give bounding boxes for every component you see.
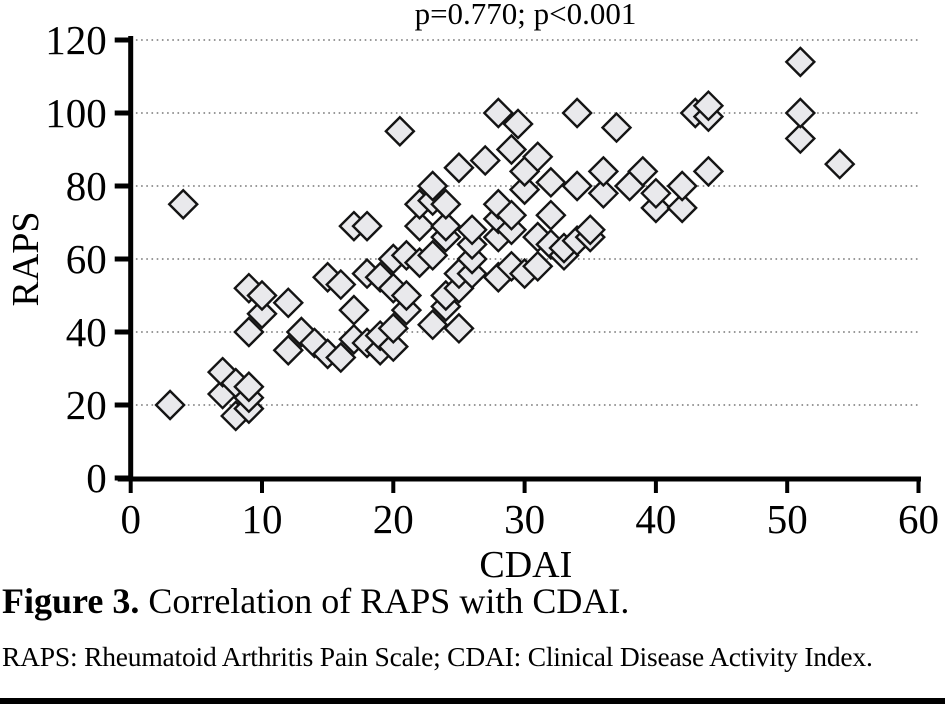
x-tick-label-30: 30 bbox=[504, 496, 545, 542]
data-point bbox=[692, 155, 725, 188]
data-point bbox=[784, 46, 817, 78]
data-point bbox=[561, 170, 593, 202]
data-point bbox=[600, 111, 633, 144]
y-axis-label: RAPS bbox=[5, 211, 47, 306]
data-point bbox=[456, 214, 488, 246]
data-point bbox=[522, 250, 554, 282]
data-point bbox=[627, 155, 659, 188]
data-point bbox=[233, 371, 265, 403]
y-tick-label-0: 0 bbox=[86, 455, 107, 501]
x-axis-label: CDAI bbox=[479, 544, 572, 578]
data-point bbox=[469, 144, 501, 177]
data-point bbox=[325, 268, 357, 301]
data-point bbox=[384, 115, 416, 147]
chart-title: p=0.770; p<0.001 bbox=[414, 0, 637, 31]
data-point bbox=[351, 210, 383, 242]
data-point bbox=[154, 389, 186, 421]
x-tick-label-60: 60 bbox=[898, 496, 939, 542]
y-tick-label-100: 100 bbox=[45, 90, 107, 136]
data-point bbox=[246, 279, 278, 312]
figure-caption-note: RAPS: Rheumatoid Arthritis Pain Scale; C… bbox=[2, 641, 873, 672]
data-point bbox=[784, 97, 817, 129]
data-point bbox=[443, 152, 475, 184]
y-tick-label-120: 120 bbox=[45, 17, 107, 63]
y-tick-label-80: 80 bbox=[66, 163, 107, 209]
data-point bbox=[167, 188, 199, 220]
data-point bbox=[416, 170, 449, 202]
data-point bbox=[338, 294, 370, 326]
data-point bbox=[325, 341, 357, 374]
data-point bbox=[403, 210, 436, 242]
data-point bbox=[535, 166, 567, 199]
data-point bbox=[482, 97, 515, 129]
data-point bbox=[666, 170, 698, 202]
figure-caption-text: Correlation of RAPS with CDAI. bbox=[139, 581, 630, 621]
data-point bbox=[535, 199, 567, 231]
y-tick-label-20: 20 bbox=[66, 382, 107, 428]
data-point bbox=[390, 279, 423, 312]
data-point bbox=[587, 177, 620, 209]
figure-caption-label: Figure 3. bbox=[2, 581, 140, 621]
data-point bbox=[377, 330, 409, 363]
data-point bbox=[377, 312, 409, 345]
data-point bbox=[416, 309, 449, 341]
data-point bbox=[246, 298, 278, 330]
data-point bbox=[502, 108, 534, 140]
data-point bbox=[508, 173, 541, 206]
data-point bbox=[272, 334, 304, 366]
data-point bbox=[574, 214, 606, 246]
data-point bbox=[233, 316, 265, 348]
data-point bbox=[522, 141, 554, 173]
x-tick-label-20: 20 bbox=[373, 496, 414, 542]
x-tick-label-40: 40 bbox=[635, 496, 676, 542]
figure-caption: Figure 3. Correlation of RAPS with CDAI. bbox=[2, 580, 943, 622]
data-point bbox=[495, 199, 528, 231]
data-point bbox=[692, 90, 725, 122]
y-tick-label-60: 60 bbox=[66, 236, 107, 282]
data-point bbox=[443, 312, 475, 345]
data-point bbox=[272, 287, 304, 319]
x-tick-label-10: 10 bbox=[242, 496, 283, 542]
data-point bbox=[587, 155, 620, 188]
data-point bbox=[561, 97, 593, 129]
bottom-rule bbox=[0, 698, 945, 704]
data-point bbox=[430, 188, 462, 220]
data-point bbox=[495, 133, 528, 166]
x-tick-label-50: 50 bbox=[767, 496, 808, 542]
x-tick-label-0: 0 bbox=[120, 496, 141, 542]
data-point bbox=[430, 210, 462, 242]
data-point bbox=[416, 239, 449, 272]
data-point bbox=[784, 122, 817, 155]
scatter-plot-svg: 0 20 40 60 80 100 120 0 10 20 30 40 50 60 RAPS CDAI bbox=[5, 17, 939, 578]
y-tick-label-40: 40 bbox=[66, 309, 107, 355]
data-point bbox=[640, 177, 672, 209]
data-point bbox=[666, 192, 698, 224]
data-point bbox=[824, 148, 856, 180]
